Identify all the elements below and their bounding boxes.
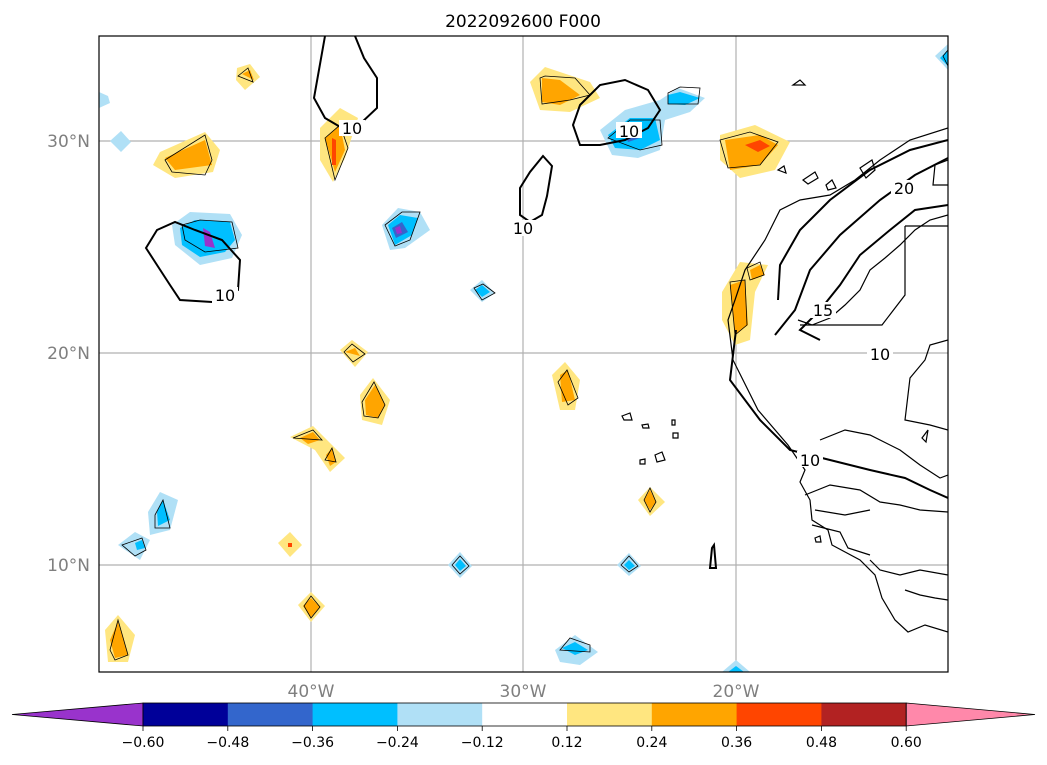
y-tick-label: 30°N — [47, 132, 90, 152]
colorbar-segment — [651, 703, 738, 726]
negative-anomaly-medium — [135, 50, 948, 672]
colorbar-tick-label: 0.12 — [551, 735, 582, 751]
colorbar-segment — [567, 703, 653, 726]
colorbar-tick-label: −0.24 — [376, 735, 419, 751]
map-plot-area — [99, 36, 948, 672]
gridlines — [99, 36, 948, 672]
colorbar: −0.60 −0.48 −0.36 −0.24 −0.12 0.12 0.24 0.36 0.4… — [11, 702, 1036, 751]
colorbar-extend-high — [905, 702, 1036, 727]
negative-anomaly-extreme — [203, 226, 402, 248]
colorbar-segment — [227, 703, 314, 726]
y-tick-label: 10°N — [47, 556, 90, 576]
colorbar-tick-label: −0.60 — [122, 735, 165, 751]
figure-title: 2022092600 F000 — [445, 12, 601, 32]
contour-label: 10 — [800, 451, 820, 470]
colorbar-tick-label: −0.48 — [206, 735, 249, 751]
contour-label: 15 — [813, 301, 833, 320]
colorbar-segment — [397, 703, 483, 726]
colorbar-segment — [143, 703, 229, 726]
contour-label: 10 — [619, 122, 639, 141]
contour-label: 10 — [513, 219, 533, 238]
colorbar-segment — [482, 703, 568, 726]
contour-label: 10 — [870, 345, 890, 364]
positive-anomaly-strong — [288, 138, 770, 547]
colorbar-frame — [142, 702, 907, 727]
colorbar-segment — [736, 703, 822, 726]
map-frame — [98, 35, 949, 673]
colorbar-extend-low — [11, 702, 144, 727]
x-tick-label: 20°W — [713, 682, 760, 702]
coastlines — [621, 79, 948, 633]
contour-label: 10 — [342, 119, 362, 138]
colorbar-tick-label: −0.12 — [461, 735, 504, 751]
contour-label: 10 — [215, 286, 235, 305]
colorbar-tick-label: 0.60 — [891, 735, 922, 751]
colorbar-segment — [821, 703, 907, 726]
colorbar-tick-label: 0.36 — [721, 735, 752, 751]
x-tick-label: 40°W — [288, 682, 335, 702]
y-tick-label: 20°N — [47, 344, 90, 364]
colorbar-tick-label: 0.24 — [636, 735, 667, 751]
contour-labels: 10 10 10 10 10 20 15 10 — [212, 119, 917, 470]
contour-label: 20 — [894, 179, 914, 198]
x-tick-label: 30°W — [500, 682, 547, 702]
colorbar-tick-label: −0.36 — [291, 735, 334, 751]
colorbar-segment — [312, 703, 398, 726]
colorbar-tick-label: 0.48 — [806, 735, 837, 751]
